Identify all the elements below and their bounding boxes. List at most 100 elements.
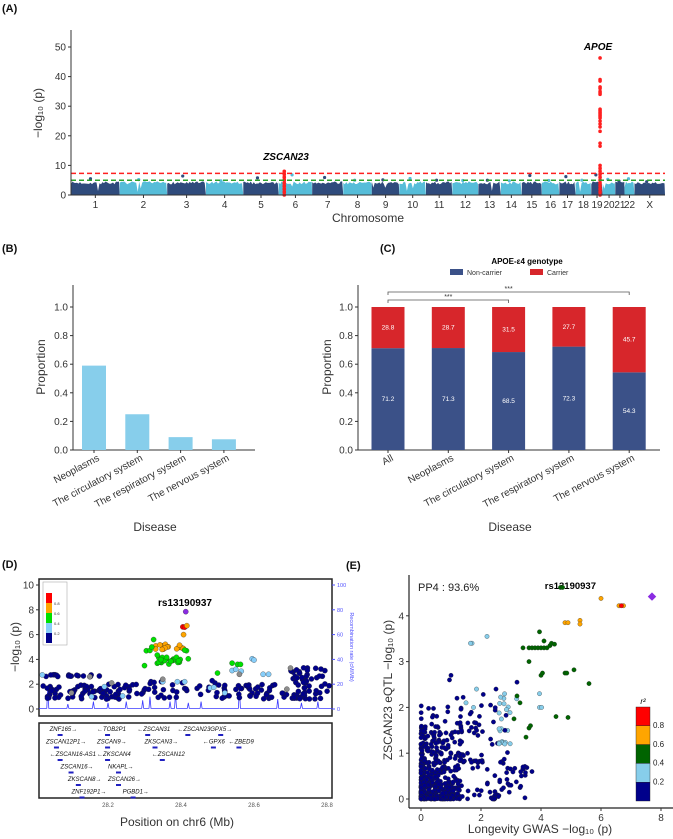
- apoe-point: [598, 122, 602, 126]
- snp-point: [429, 721, 435, 727]
- snp-point: [492, 773, 498, 778]
- chromosome-band-16: [541, 181, 560, 195]
- y-tick-label: 20: [55, 131, 67, 142]
- snp-point: [159, 646, 165, 653]
- snp-point: [287, 665, 294, 671]
- snp-point: [306, 688, 312, 694]
- snp-point: [297, 695, 303, 702]
- y-tick-label: 40: [55, 72, 67, 83]
- x-tick-label: 16: [545, 200, 557, 211]
- snp-point: [226, 693, 232, 699]
- x-tick-label: Neoplasms: [406, 453, 455, 486]
- snp-point: [506, 789, 512, 795]
- snp-point: [459, 794, 465, 799]
- e-colorbar-tick: 0.8: [653, 721, 665, 730]
- snp-point: [537, 691, 542, 697]
- snp-point: [158, 656, 164, 663]
- apoe-point: [598, 144, 602, 148]
- snp-point: [471, 705, 476, 710]
- snp-point: [477, 792, 482, 798]
- snp-point: [181, 647, 188, 653]
- b-x-axis-title: Disease: [133, 520, 177, 534]
- panel-c-stacked-bar: (C) APOE-ε4 genotype Non-carrier Carrier…: [320, 243, 660, 534]
- snp-point: [116, 696, 122, 702]
- apoe-point: [598, 129, 602, 134]
- gene-body: [210, 746, 216, 749]
- snp-point: [466, 728, 472, 734]
- snp-point: [571, 667, 577, 673]
- x-tick-label: 12: [460, 200, 472, 211]
- snp-point: [185, 656, 192, 662]
- x-tick-label: 4: [538, 813, 544, 824]
- e-colorbar-tick: 0.6: [653, 740, 665, 749]
- snp-point: [196, 683, 203, 689]
- bar: [82, 365, 106, 450]
- x-tick-label: 18: [578, 200, 590, 211]
- gene-label: ZNF165→: [49, 727, 78, 733]
- snp-point: [44, 695, 51, 701]
- gene-body: [53, 746, 59, 749]
- gene-label: GPX5→: [210, 727, 232, 733]
- snp-point: [119, 693, 126, 699]
- bar: [168, 437, 193, 450]
- y-tick-label: 0.0: [339, 446, 353, 457]
- chromosome-band-11: [425, 181, 453, 195]
- y-tick-label: 6: [28, 630, 34, 641]
- snp-point: [181, 678, 188, 685]
- x-tick-label: The nervous system: [147, 453, 232, 505]
- chromosome-band-22: [624, 181, 635, 195]
- snp-point: [443, 730, 449, 736]
- snp-point: [511, 716, 517, 722]
- snp-point: [258, 687, 265, 693]
- snp-point: [419, 723, 424, 729]
- snp-point: [175, 658, 182, 664]
- snp-point: [308, 676, 315, 682]
- snp-point: [422, 757, 427, 763]
- snp-point: [463, 700, 469, 706]
- snp-point: [484, 781, 490, 787]
- apoe-point: [598, 89, 602, 94]
- c-legend-title: APOE-ε4 genotype: [491, 257, 563, 266]
- snp-point: [437, 732, 442, 738]
- snp-point: [440, 740, 446, 746]
- snp-point: [450, 779, 456, 785]
- gene-body: [236, 746, 242, 749]
- chromosome-peak-3: [181, 174, 185, 178]
- significance-bracket: [387, 291, 630, 295]
- snp-point: [418, 735, 424, 741]
- gene-label: ZKSCAN8→: [67, 777, 102, 783]
- y-tick-label: 1: [398, 749, 404, 760]
- snp-point: [151, 684, 158, 691]
- snp-point: [83, 683, 90, 690]
- data-label-carrier: 45.7: [623, 337, 636, 344]
- snp-point: [295, 682, 301, 688]
- gene-label: ZSCAN16→: [60, 765, 94, 771]
- bar: [211, 439, 236, 450]
- snp-point: [183, 686, 189, 692]
- e-colorbar-tick: 0.2: [653, 777, 665, 786]
- data-label-noncarrier: 54.3: [623, 408, 636, 415]
- snp-point: [502, 727, 508, 733]
- e-x-axis-title: Longevity GWAS −log₁₀ (p): [468, 822, 612, 836]
- snp-point: [438, 785, 444, 790]
- d-y-axis-title: −log₁₀ (p): [8, 622, 22, 672]
- snp-point: [150, 636, 157, 643]
- snp-point: [268, 694, 275, 701]
- snp-point: [424, 777, 430, 783]
- chromosome-band-10: [399, 181, 426, 195]
- snp-point: [174, 689, 180, 695]
- snp-point: [479, 703, 484, 708]
- snp-point: [420, 728, 426, 734]
- snp-point: [80, 673, 87, 679]
- snp-point: [564, 670, 570, 676]
- y2-tick-label: 100: [337, 583, 346, 589]
- significance-label: ***: [444, 294, 452, 301]
- apoe-point: [598, 125, 602, 129]
- gene-label: ←ZSCAN31: [137, 727, 170, 733]
- snp-point: [586, 681, 592, 686]
- y2-tick-label: 60: [337, 633, 343, 639]
- chromosome-band-8: [343, 181, 372, 195]
- snp-point: [504, 777, 510, 782]
- x-tick-label: 4: [222, 200, 228, 211]
- snp-point: [167, 658, 174, 665]
